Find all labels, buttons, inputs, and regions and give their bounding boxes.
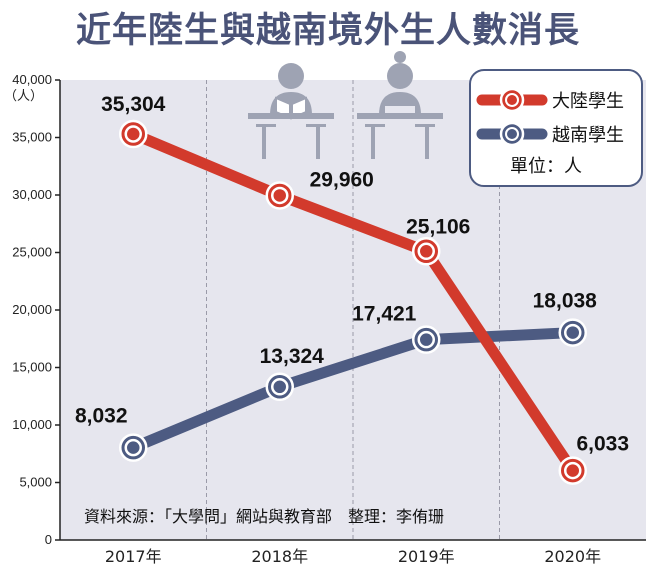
y-tick-label: 10,000 xyxy=(12,417,52,432)
y-axis: 0 5,000 10,000 15,000 20,000 25,000 30,000 35,0… xyxy=(12,72,61,547)
data-point xyxy=(412,237,441,266)
data-label: 35,304 xyxy=(101,93,166,116)
series-line-vietnam xyxy=(127,327,579,454)
data-point xyxy=(412,325,441,354)
student-reading-icon xyxy=(248,63,334,159)
legend-label: 大陸學生 xyxy=(552,91,624,112)
data-point xyxy=(265,181,294,210)
data-point xyxy=(558,456,587,485)
data-point xyxy=(558,318,587,347)
x-tick-label: 2020年 xyxy=(544,547,601,566)
data-label: 29,960 xyxy=(310,168,374,191)
x-axis: 2017年 2018年 2019年 2020年 xyxy=(60,539,646,566)
y-tick-label: 30,000 xyxy=(12,187,52,202)
series-line-mainland xyxy=(127,128,579,477)
data-point xyxy=(119,119,148,149)
legend-swatch-marker-inner xyxy=(505,127,519,141)
legend-item: 大陸學生 xyxy=(476,87,624,113)
source-note: 資料來源：「大學問」網站與教育部 整理：李侑珊 xyxy=(84,507,444,526)
y-tick-label: 0 xyxy=(45,532,52,547)
chart-title: 近年陸生與越南境外生人數消長 xyxy=(75,11,580,51)
x-tick-label: 2019年 xyxy=(398,547,455,566)
data-label: 6,033 xyxy=(576,433,629,456)
y-tick-label: 20,000 xyxy=(12,302,52,317)
data-label: 13,324 xyxy=(260,345,325,368)
data-labels: 8,032 13,324 17,421 18,038 35,304 29,960 25,10… xyxy=(75,93,629,456)
x-tick-label: 2018年 xyxy=(251,547,308,566)
data-label: 8,032 xyxy=(75,405,128,428)
data-label: 25,106 xyxy=(406,215,470,238)
data-label: 17,421 xyxy=(352,303,417,326)
y-tick-label: 35,000 xyxy=(12,130,52,145)
data-point xyxy=(265,372,294,402)
legend-unit: 單位：人 xyxy=(510,156,582,177)
series-points xyxy=(119,119,587,485)
student-girl-icon xyxy=(357,51,443,159)
legend-label: 越南學生 xyxy=(552,125,624,146)
x-tick-label: 2017年 xyxy=(105,547,162,566)
y-tick-label: 5,000 xyxy=(19,475,52,490)
legend-item: 越南學生 xyxy=(476,121,624,147)
y-tick-label: 40,000 xyxy=(12,72,52,87)
legend-swatch-marker-inner xyxy=(505,93,519,107)
y-tick-label: 25,000 xyxy=(12,245,52,260)
y-unit-label: （人） xyxy=(4,89,43,104)
data-label: 18,038 xyxy=(533,290,598,313)
y-tick-label: 15,000 xyxy=(12,360,52,375)
data-point xyxy=(119,433,148,462)
series-lines xyxy=(127,128,579,477)
